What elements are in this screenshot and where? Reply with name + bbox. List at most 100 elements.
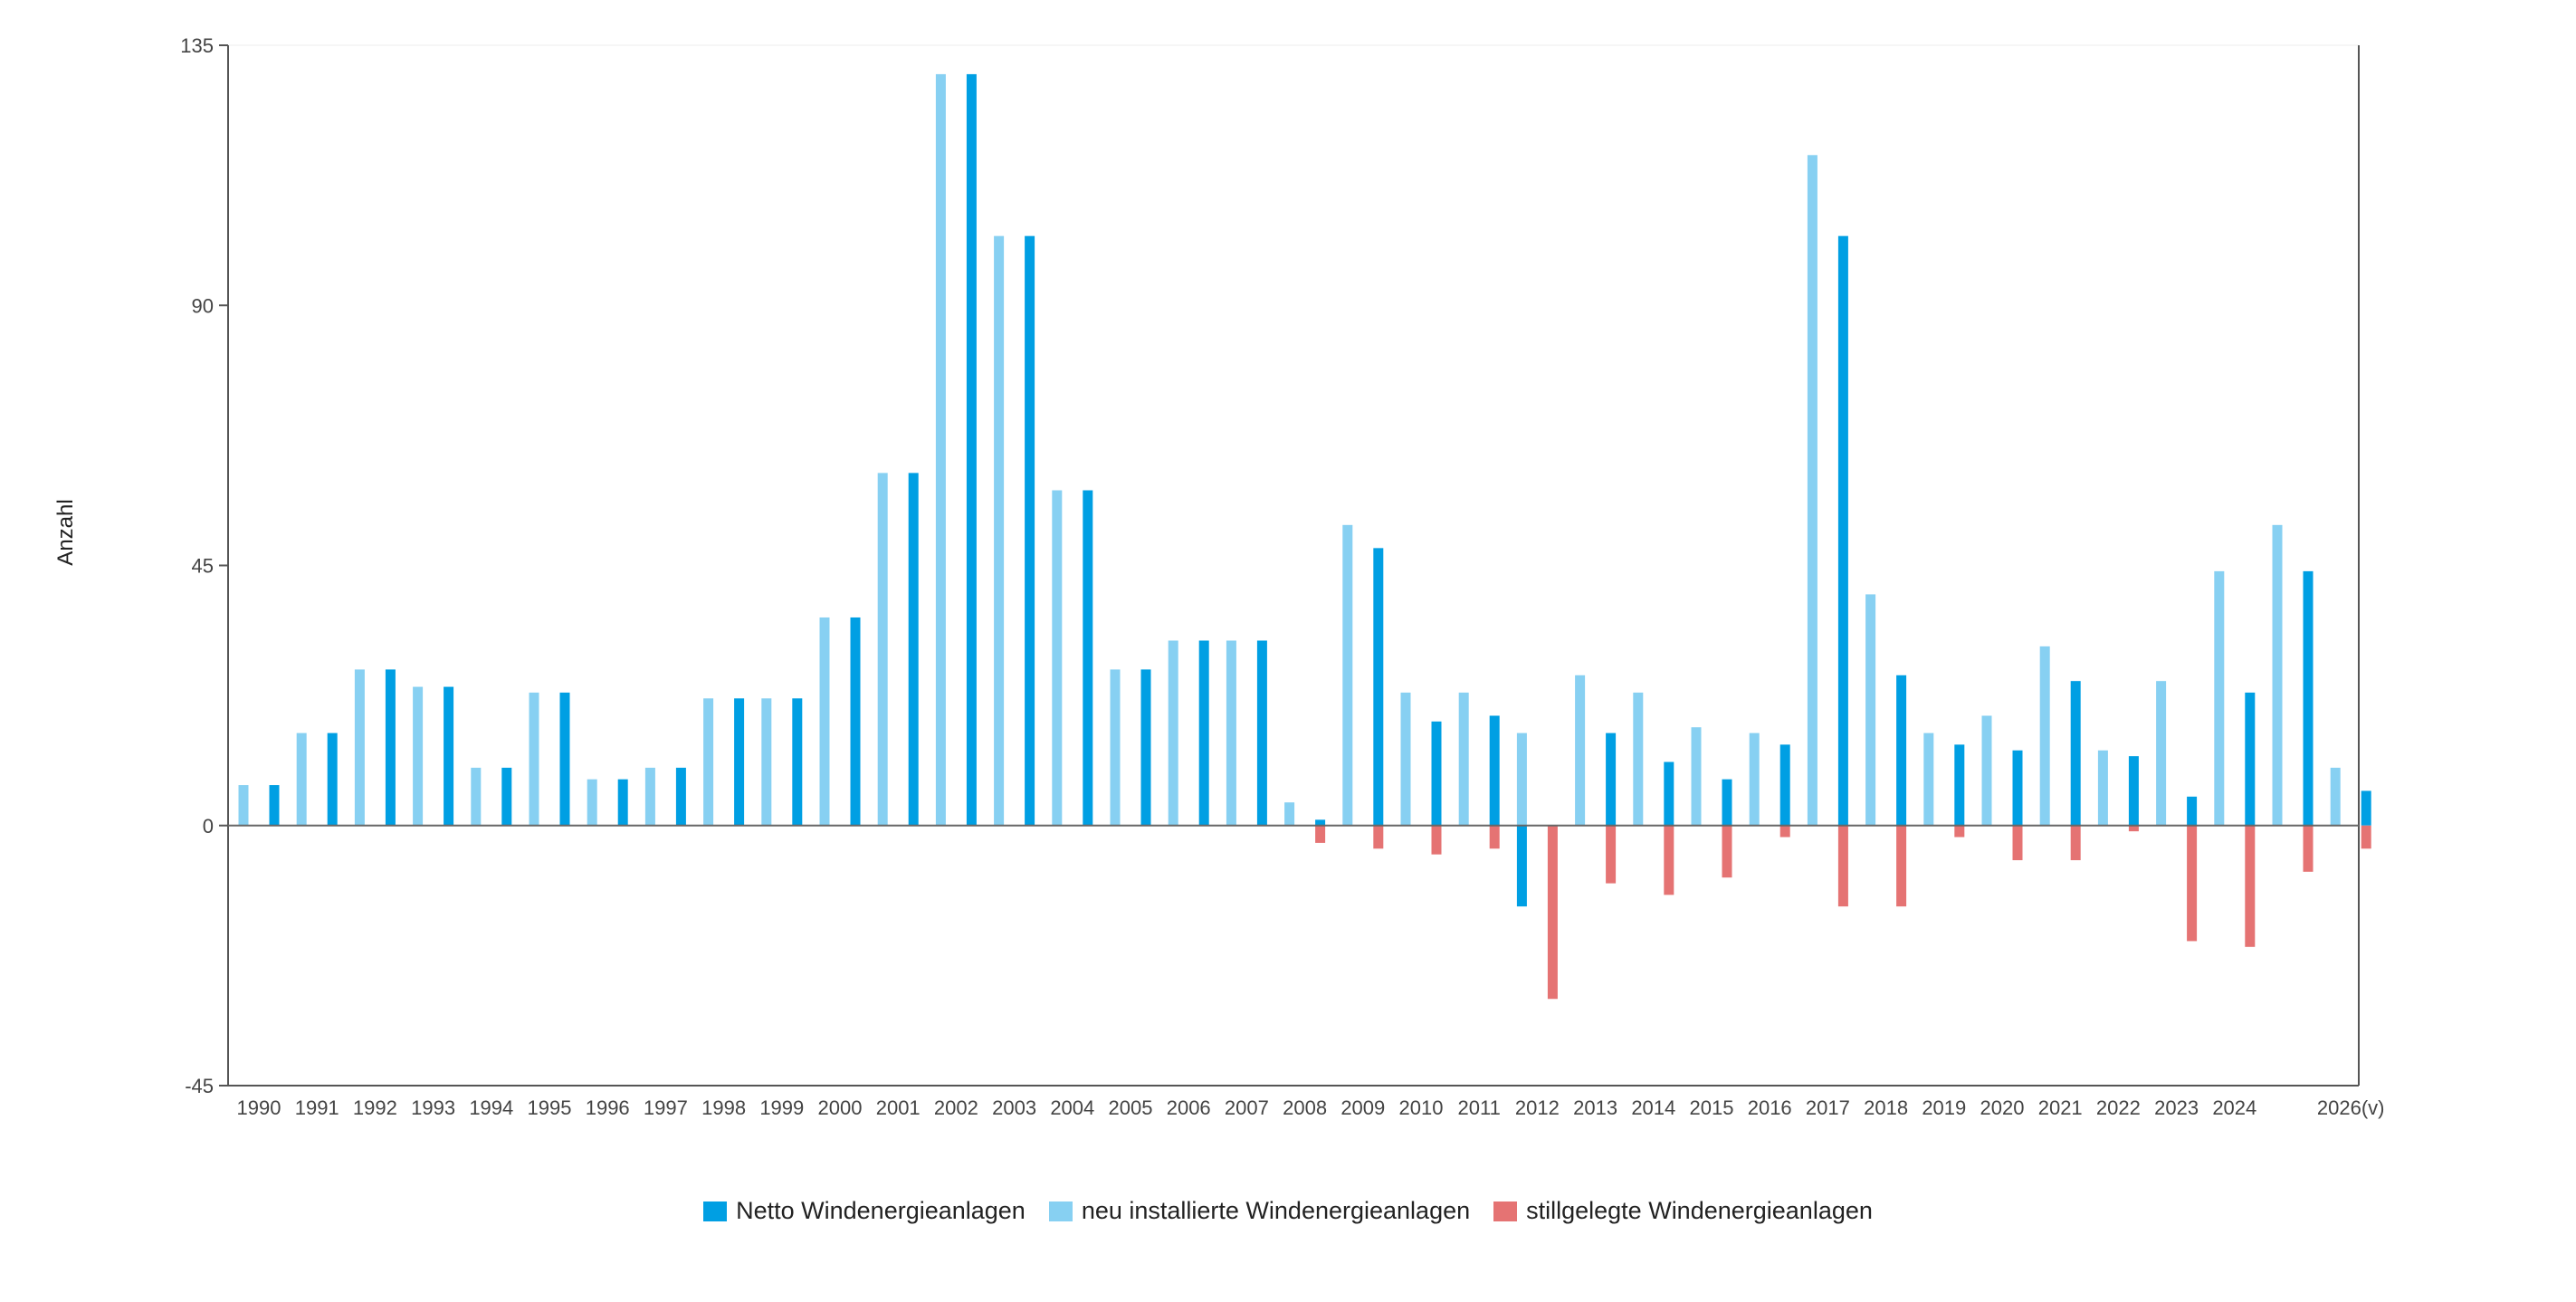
neu-installiert-bar[interactable] <box>1516 732 1527 826</box>
stillgelegt-bar[interactable] <box>2012 825 2023 861</box>
neu-installiert-bar[interactable] <box>471 767 482 826</box>
neu-installiert-bar[interactable] <box>877 473 888 826</box>
neu-installiert-bar[interactable] <box>587 779 597 826</box>
stillgelegt-bar[interactable] <box>1722 825 1732 878</box>
neu-installiert-bar[interactable] <box>1458 692 1469 826</box>
neu-installiert-bar[interactable] <box>994 235 1005 826</box>
stillgelegt-bar[interactable] <box>1547 825 1558 1000</box>
neu-installiert-bar[interactable] <box>2214 570 2225 826</box>
neu-installiert-bar[interactable] <box>1749 732 1760 826</box>
stillgelegt-bar[interactable] <box>1489 825 1500 849</box>
x-tick-label: 2023 <box>2154 1096 2199 1119</box>
netto-bar[interactable] <box>2128 756 2139 826</box>
neu-installiert-bar[interactable] <box>413 686 424 826</box>
stillgelegt-bar[interactable] <box>2245 825 2256 947</box>
stillgelegt-bar[interactable] <box>1315 825 1326 843</box>
neu-installiert-bar[interactable] <box>1575 675 1586 826</box>
legend-item[interactable]: Netto Windenergieanlagen <box>703 1197 1026 1225</box>
netto-bar[interactable] <box>385 669 396 826</box>
netto-bar[interactable] <box>1489 715 1500 826</box>
neu-installiert-bar[interactable] <box>1342 524 1353 826</box>
netto-bar[interactable] <box>675 767 686 826</box>
netto-bar[interactable] <box>1606 732 1617 826</box>
netto-bar[interactable] <box>1256 640 1267 826</box>
legend-item[interactable]: stillgelegte Windenergieanlagen <box>1493 1197 1873 1225</box>
netto-bar[interactable] <box>1315 819 1326 826</box>
netto-bar[interactable] <box>734 698 745 826</box>
neu-installiert-bar[interactable] <box>1981 715 1992 826</box>
netto-bar[interactable] <box>1896 675 1907 826</box>
netto-bar[interactable] <box>1722 779 1732 826</box>
netto-bar[interactable] <box>850 617 861 826</box>
netto-bar[interactable] <box>1664 761 1674 826</box>
neu-installiert-bar[interactable] <box>1110 669 1121 826</box>
neu-installiert-bar[interactable] <box>296 732 307 826</box>
netto-bar[interactable] <box>2245 692 2256 826</box>
neu-installiert-bar[interactable] <box>354 669 365 826</box>
neu-installiert-bar[interactable] <box>2039 646 2050 826</box>
netto-bar[interactable] <box>617 779 628 826</box>
stillgelegt-bar[interactable] <box>1664 825 1674 895</box>
neu-installiert-bar[interactable] <box>2272 524 2283 826</box>
legend-item[interactable]: neu installierte Windenergieanlagen <box>1048 1197 1470 1225</box>
netto-bar[interactable] <box>2361 790 2371 826</box>
netto-bar[interactable] <box>1025 235 1035 826</box>
netto-bar[interactable] <box>444 686 454 826</box>
neu-installiert-bar[interactable] <box>761 698 772 826</box>
neu-installiert-bar[interactable] <box>703 698 714 826</box>
stillgelegt-bar[interactable] <box>1896 825 1907 907</box>
stillgelegt-bar[interactable] <box>1779 825 1790 838</box>
neu-installiert-bar[interactable] <box>2097 750 2108 826</box>
netto-bar[interactable] <box>1779 744 1790 826</box>
stillgelegt-bar[interactable] <box>2070 825 2081 861</box>
neu-installiert-bar[interactable] <box>1400 692 1411 826</box>
neu-installiert-bar[interactable] <box>1691 727 1702 826</box>
stillgelegt-bar[interactable] <box>2303 825 2314 872</box>
stillgelegt-bar[interactable] <box>1837 825 1848 907</box>
netto-bar[interactable] <box>1198 640 1209 826</box>
neu-installiert-bar[interactable] <box>2330 767 2341 826</box>
neu-installiert-bar[interactable] <box>1052 490 1063 826</box>
neu-installiert-bar[interactable] <box>1284 802 1295 826</box>
neu-installiert-bar[interactable] <box>1923 732 1934 826</box>
stillgelegt-bar[interactable] <box>1373 825 1384 849</box>
netto-bar[interactable] <box>2187 796 2198 826</box>
netto-bar[interactable] <box>908 473 919 826</box>
neu-installiert-bar[interactable] <box>238 785 249 826</box>
x-tick-label: 2018 <box>1864 1096 1908 1119</box>
neu-installiert-bar[interactable] <box>819 617 830 826</box>
netto-bar[interactable] <box>559 692 570 826</box>
stillgelegt-bar[interactable] <box>2128 825 2139 832</box>
stillgelegt-bar[interactable] <box>2361 825 2371 849</box>
netto-bar[interactable] <box>269 785 280 826</box>
netto-bar[interactable] <box>501 767 512 826</box>
netto-bar[interactable] <box>1083 490 1093 826</box>
neu-installiert-bar[interactable] <box>1807 155 1818 826</box>
neu-installiert-bar[interactable] <box>1865 594 1876 826</box>
netto-bar[interactable] <box>966 73 977 826</box>
neu-installiert-bar[interactable] <box>1168 640 1178 826</box>
x-tick-label: 2017 <box>1806 1096 1850 1119</box>
netto-bar[interactable] <box>1954 744 1965 826</box>
stillgelegt-bar[interactable] <box>1954 825 1965 838</box>
neu-installiert-bar[interactable] <box>935 73 946 826</box>
neu-installiert-bar[interactable] <box>1226 640 1236 826</box>
netto-bar[interactable] <box>2303 570 2314 826</box>
neu-installiert-bar[interactable] <box>1633 692 1644 826</box>
netto-bar[interactable] <box>1516 825 1527 907</box>
netto-bar[interactable] <box>2070 681 2081 826</box>
neu-installiert-bar[interactable] <box>644 767 655 826</box>
neu-installiert-bar[interactable] <box>2156 681 2167 826</box>
stillgelegt-bar[interactable] <box>1606 825 1617 884</box>
neu-installiert-bar[interactable] <box>529 692 539 826</box>
netto-bar[interactable] <box>1140 669 1151 826</box>
stillgelegt-bar[interactable] <box>1431 825 1442 855</box>
netto-bar[interactable] <box>1431 721 1442 826</box>
netto-bar[interactable] <box>327 732 338 826</box>
netto-bar[interactable] <box>1373 548 1384 826</box>
netto-bar[interactable] <box>1837 235 1848 826</box>
stillgelegt-bar[interactable] <box>2187 825 2198 942</box>
netto-bar[interactable] <box>2012 750 2023 826</box>
netto-bar[interactable] <box>792 698 803 826</box>
legend-label: Netto Windenergieanlagen <box>736 1197 1026 1224</box>
